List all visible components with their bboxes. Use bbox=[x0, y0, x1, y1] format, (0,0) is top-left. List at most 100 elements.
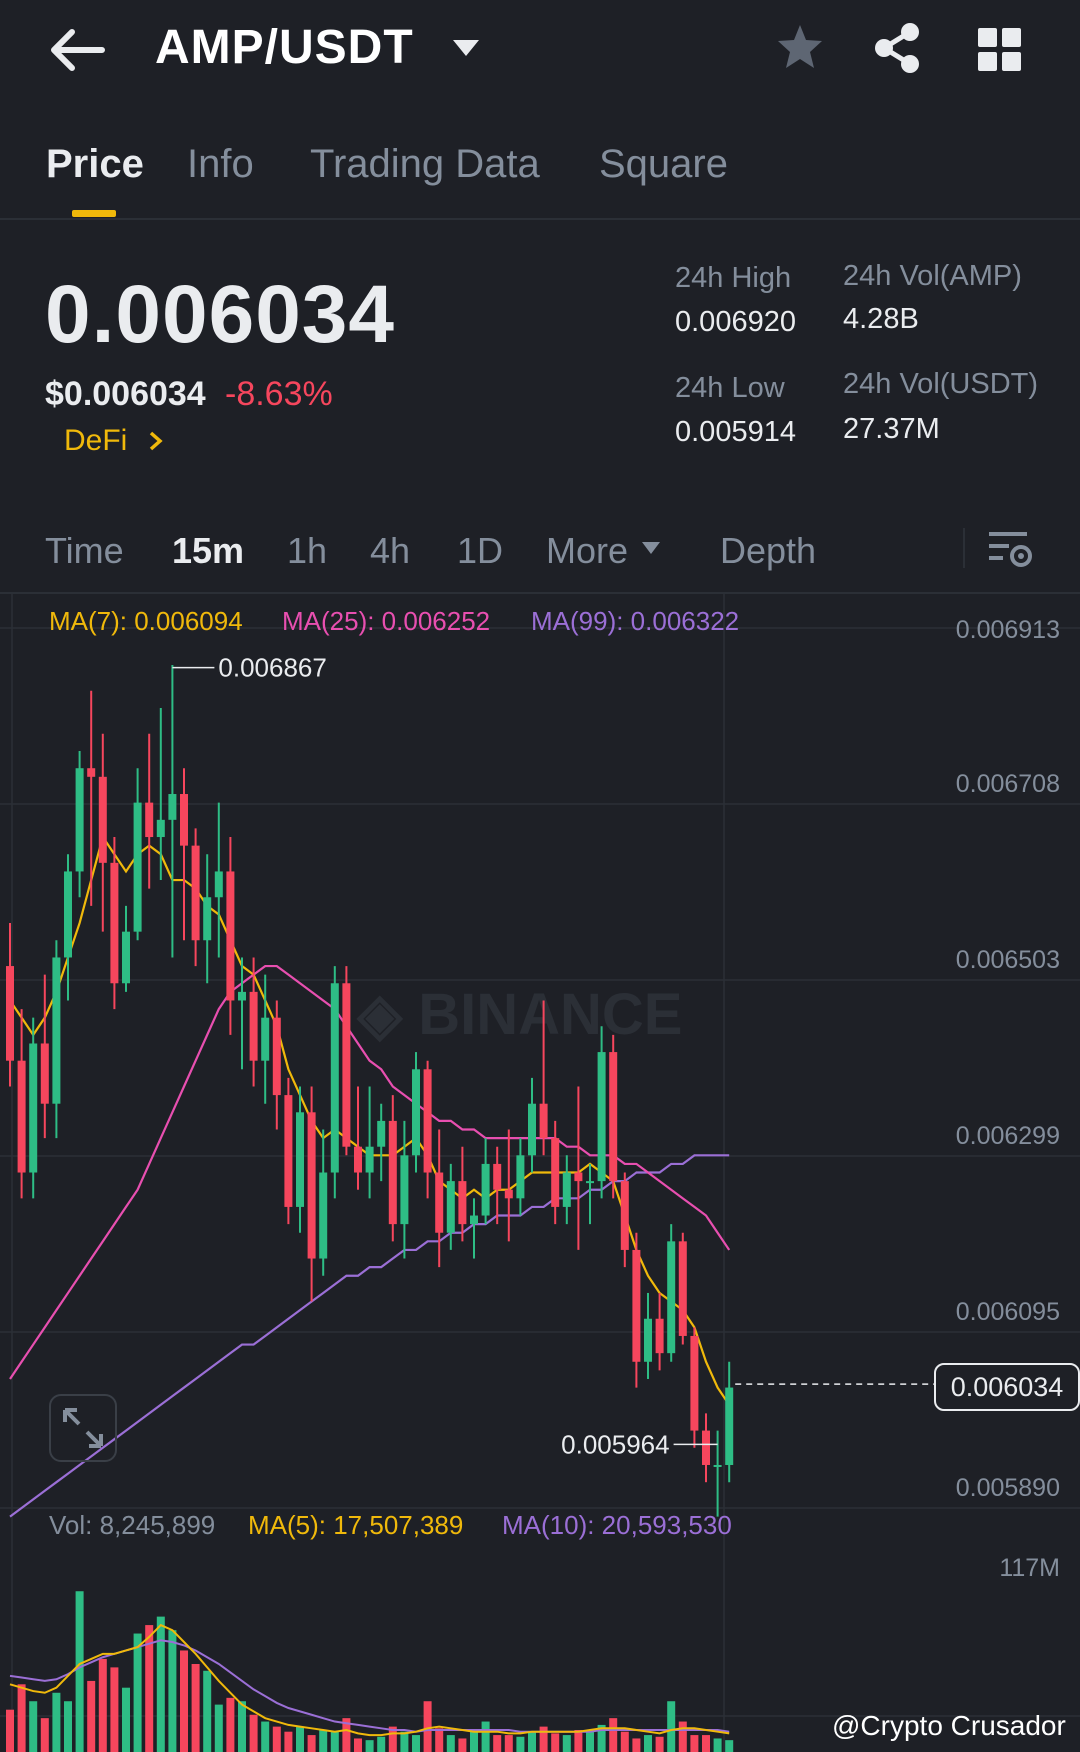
candle-body bbox=[470, 1215, 478, 1225]
candle-body bbox=[528, 1103, 536, 1156]
chart-settings-icon[interactable] bbox=[985, 526, 1035, 572]
volume-bar bbox=[330, 1731, 339, 1752]
tab-trading-data[interactable]: Trading Data bbox=[310, 142, 540, 186]
header-bar: AMP/USDT bbox=[0, 0, 1080, 100]
volume-bar bbox=[40, 1718, 49, 1752]
candle-body bbox=[330, 983, 339, 1173]
volume-bar bbox=[620, 1731, 629, 1752]
volume-bar bbox=[435, 1728, 444, 1752]
candle-body bbox=[667, 1241, 676, 1354]
chevron-right-icon[interactable] bbox=[146, 428, 166, 454]
volume-bars: 117M bbox=[6, 1554, 1060, 1752]
volume-bar bbox=[354, 1738, 362, 1752]
y-tick-label: 0.006913 bbox=[956, 616, 1060, 644]
candle-body bbox=[238, 991, 246, 1001]
volume-bar bbox=[516, 1736, 525, 1752]
candle-body bbox=[446, 1181, 455, 1233]
candlestick-chart[interactable]: ◈ BINANCE 0.006913 0.006708 0.006503 0.0062… bbox=[0, 594, 1080, 1752]
divider bbox=[963, 528, 965, 568]
candle-body bbox=[690, 1335, 699, 1431]
vol-amp-label: 24h Vol(AMP) bbox=[843, 260, 1022, 292]
volume-bar bbox=[609, 1718, 618, 1752]
tf-4h[interactable]: 4h bbox=[370, 530, 411, 571]
candle-body bbox=[203, 897, 212, 941]
candle-body bbox=[678, 1241, 687, 1336]
candle-body bbox=[261, 1017, 270, 1061]
volume-bar bbox=[87, 1680, 96, 1752]
volume-bar bbox=[6, 1709, 14, 1752]
volume-bar bbox=[191, 1664, 200, 1752]
tf-15m[interactable]: 15m bbox=[172, 530, 245, 571]
back-arrow-icon[interactable] bbox=[40, 20, 110, 80]
tf-more[interactable]: More bbox=[546, 530, 629, 571]
volume-bar bbox=[667, 1701, 676, 1752]
caret-down-icon[interactable] bbox=[640, 540, 662, 556]
volume-bar bbox=[597, 1724, 606, 1752]
y-tick-label: 0.006299 bbox=[956, 1122, 1060, 1150]
tf-1h[interactable]: 1h bbox=[287, 530, 328, 571]
volume-bar bbox=[632, 1738, 641, 1752]
candle-body bbox=[435, 1172, 444, 1233]
volume-bar bbox=[725, 1740, 734, 1752]
y-axis-ticks: 0.006913 0.006708 0.006503 0.006299 0.006095… bbox=[956, 616, 1060, 1502]
volume-bar bbox=[678, 1721, 687, 1752]
expand-chart-icon[interactable] bbox=[49, 1394, 117, 1462]
candle-body bbox=[516, 1155, 525, 1199]
candle-body bbox=[87, 768, 96, 777]
timeframe-bar: Time 15m 1h 4h 1D More Depth bbox=[0, 510, 1080, 594]
candle-body bbox=[609, 1052, 618, 1182]
candle-body bbox=[342, 983, 351, 1147]
usd-price: $0.006034 bbox=[45, 375, 206, 413]
tab-info[interactable]: Info bbox=[187, 142, 254, 186]
volume-bar bbox=[226, 1697, 235, 1752]
volume-bar bbox=[644, 1735, 652, 1752]
candle-body bbox=[551, 1138, 560, 1207]
vol-usdt-label: 24h Vol(USDT) bbox=[843, 368, 1039, 400]
y-tick-label: 0.005890 bbox=[956, 1474, 1060, 1502]
candle-body bbox=[702, 1430, 710, 1465]
candles bbox=[6, 664, 734, 1517]
volume-bar bbox=[342, 1718, 351, 1752]
candle-body bbox=[133, 802, 142, 932]
volume-bar bbox=[319, 1730, 328, 1752]
star-icon[interactable] bbox=[775, 22, 825, 72]
tab-price[interactable]: Price bbox=[46, 142, 144, 186]
candle-body bbox=[29, 1043, 38, 1173]
volume-bar bbox=[203, 1670, 212, 1752]
vol-amp-value: 4.28B bbox=[843, 303, 919, 335]
volume-bar bbox=[284, 1731, 293, 1752]
volume-bar bbox=[29, 1701, 38, 1752]
candle-body bbox=[597, 1052, 606, 1182]
candle-body bbox=[632, 1249, 641, 1362]
candle-body bbox=[214, 871, 223, 898]
pair-title[interactable]: AMP/USDT bbox=[155, 21, 414, 74]
sector-link[interactable]: DeFi bbox=[64, 424, 128, 457]
tf-depth[interactable]: Depth bbox=[720, 530, 817, 571]
candle-body bbox=[354, 1146, 362, 1173]
tf-time[interactable]: Time bbox=[45, 530, 124, 571]
volume-bar bbox=[17, 1684, 26, 1752]
volume-bar bbox=[388, 1726, 397, 1752]
candle-body bbox=[272, 1017, 281, 1096]
volume-bar bbox=[156, 1616, 165, 1752]
caret-down-icon[interactable] bbox=[450, 34, 482, 62]
low-marker-label: 0.005964 bbox=[561, 1429, 669, 1459]
tab-square[interactable]: Square bbox=[599, 142, 728, 186]
chart-canvas[interactable]: ◈ BINANCE 0.006913 0.006708 0.006503 0.0062… bbox=[0, 594, 1080, 1752]
tf-1d[interactable]: 1D bbox=[457, 530, 504, 571]
volume-bar bbox=[296, 1726, 304, 1752]
volume-bar bbox=[690, 1735, 699, 1752]
volume-bar bbox=[655, 1736, 664, 1752]
candle-body bbox=[52, 957, 61, 1104]
candle-body bbox=[40, 1043, 49, 1104]
share-icon[interactable] bbox=[870, 20, 926, 76]
volume-bar bbox=[272, 1726, 281, 1752]
candle-body bbox=[284, 1095, 293, 1207]
grid-icon[interactable] bbox=[975, 25, 1025, 75]
candle-body bbox=[168, 794, 177, 820]
volume-bar bbox=[180, 1650, 188, 1752]
candle-body bbox=[365, 1146, 374, 1173]
y-tick-label: 0.006095 bbox=[956, 1298, 1060, 1326]
candle-body bbox=[122, 931, 130, 984]
volume-bar bbox=[586, 1731, 594, 1752]
